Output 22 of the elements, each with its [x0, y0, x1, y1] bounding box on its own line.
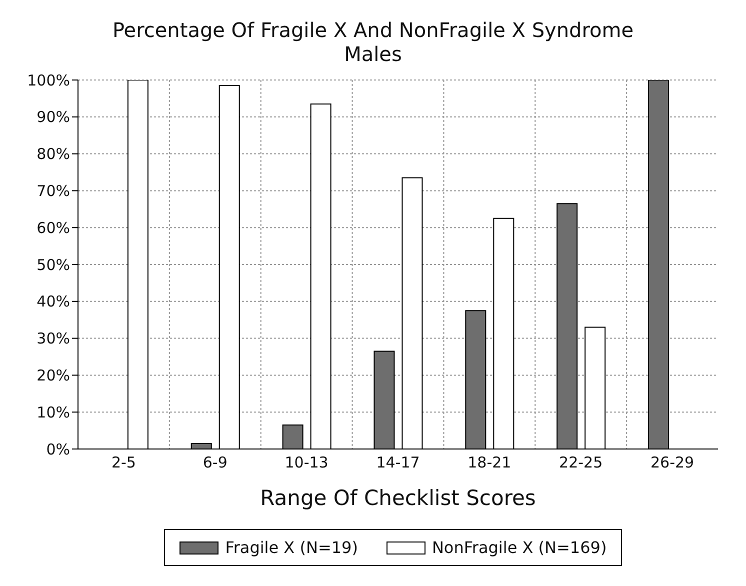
y-tick-label: 60%: [36, 218, 70, 237]
y-tick-label: 50%: [36, 256, 70, 274]
legend-label: NonFragile X (N=169): [430, 538, 607, 557]
x-tick-label: 10-13: [284, 454, 328, 472]
chart-title: Percentage Of Fragile X And NonFragile X Syndrome Males: [111, 17, 635, 66]
y-tick-label: 10%: [36, 403, 70, 422]
x-tick-label: 18-21: [468, 454, 512, 472]
y-tick-label: 70%: [36, 182, 70, 200]
y-tick-label: 40%: [36, 292, 70, 311]
legend-label: Fragile X (N=19): [224, 538, 358, 557]
x-axis-title: Range Of Checklist Scores: [260, 486, 536, 510]
x-tick-label: 22-25: [559, 454, 603, 472]
y-tick-label: 0%: [46, 440, 70, 458]
y-tick-label: 80%: [36, 145, 70, 164]
x-tick-label: 2-5: [111, 454, 136, 472]
y-tick-label: 100%: [27, 71, 70, 90]
x-tick-label: 14-17: [376, 454, 420, 472]
y-tick-label: 90%: [36, 108, 70, 126]
x-tick-label: 26-29: [650, 454, 694, 472]
y-tick-label: 30%: [36, 330, 70, 348]
x-tick-label: 6-9: [202, 454, 228, 472]
y-tick-label: 20%: [36, 366, 70, 385]
